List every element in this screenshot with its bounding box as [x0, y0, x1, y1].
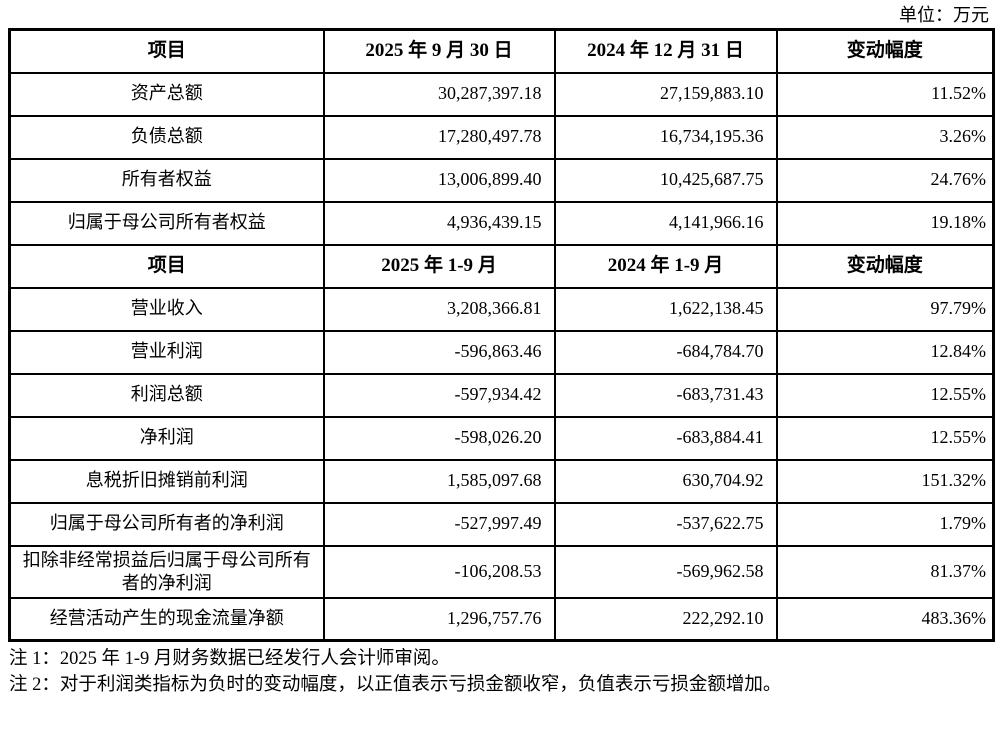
note-1: 注 1：2025 年 1-9 月财务数据已经发行人会计师审阅。 [9, 649, 450, 670]
row-item-label: 资产总额 [8, 71, 325, 117]
table-row: 利润总额 -597,934.42 -683,731.43 12.55% [8, 372, 995, 418]
balance-header-change: 变动幅度 [775, 28, 995, 74]
income-header-change: 变动幅度 [775, 243, 995, 289]
row-value-current: 4,936,439.15 [322, 200, 556, 246]
table-row: 负债总额 17,280,497.78 16,734,195.36 3.26% [8, 114, 995, 160]
unit-label: 单位：万元 [899, 5, 989, 25]
row-value-current: 1,585,097.68 [322, 458, 556, 504]
row-value-prior: -569,962.58 [553, 544, 778, 599]
row-change-pct: 483.36% [775, 596, 995, 642]
row-change-pct: 12.55% [775, 415, 995, 461]
row-change-pct: 11.52% [775, 71, 995, 117]
row-value-current: 1,296,757.76 [322, 596, 556, 642]
row-value-current: -598,026.20 [322, 415, 556, 461]
row-value-current: 30,287,397.18 [322, 71, 556, 117]
balance-header-item: 项目 [8, 28, 325, 74]
table-row: 归属于母公司所有者的净利润 -527,997.49 -537,622.75 1.… [8, 501, 995, 547]
row-change-pct: 24.76% [775, 157, 995, 203]
table-row: 归属于母公司所有者权益 4,936,439.15 4,141,966.16 19… [8, 200, 995, 246]
income-header-period-current: 2025 年 1-9 月 [322, 243, 556, 289]
row-value-prior: 630,704.92 [553, 458, 778, 504]
row-item-label: 负债总额 [8, 114, 325, 160]
row-item-label: 扣除非经常损益后归属于母公司所有者的净利润 [8, 544, 325, 599]
row-change-pct: 151.32% [775, 458, 995, 504]
income-header-period-prior: 2024 年 1-9 月 [553, 243, 778, 289]
row-change-pct: 1.79% [775, 501, 995, 547]
row-change-pct: 12.55% [775, 372, 995, 418]
row-value-prior: -683,884.41 [553, 415, 778, 461]
balance-header-row: 项目 2025 年 9 月 30 日 2024 年 12 月 31 日 变动幅度 [8, 28, 995, 74]
note-2: 注 2：对于利润类指标为负时的变动幅度，以正值表示亏损金额收窄，负值表示亏损金额… [9, 675, 782, 696]
row-value-prior: 10,425,687.75 [553, 157, 778, 203]
balance-header-date-prior: 2024 年 12 月 31 日 [553, 28, 778, 74]
row-value-prior: 4,141,966.16 [553, 200, 778, 246]
row-item-label: 所有者权益 [8, 157, 325, 203]
table-row: 扣除非经常损益后归属于母公司所有者的净利润 -106,208.53 -569,9… [8, 544, 995, 599]
row-value-prior: 16,734,195.36 [553, 114, 778, 160]
row-value-current: -596,863.46 [322, 329, 556, 375]
financial-summary-table: 项目 2025 年 9 月 30 日 2024 年 12 月 31 日 变动幅度… [8, 28, 995, 643]
table-row: 净利润 -598,026.20 -683,884.41 12.55% [8, 415, 995, 461]
table-row: 所有者权益 13,006,899.40 10,425,687.75 24.76% [8, 157, 995, 203]
table-row: 经营活动产生的现金流量净额 1,296,757.76 222,292.10 48… [8, 596, 995, 642]
row-change-pct: 12.84% [775, 329, 995, 375]
row-change-pct: 19.18% [775, 200, 995, 246]
row-change-pct: 97.79% [775, 286, 995, 332]
row-value-current: 3,208,366.81 [322, 286, 556, 332]
footnotes: 注 1：2025 年 1-9 月财务数据已经发行人会计师审阅。 注 2：对于利润… [8, 646, 992, 698]
row-item-label: 归属于母公司所有者的净利润 [8, 501, 325, 547]
row-value-prior: -684,784.70 [553, 329, 778, 375]
row-change-pct: 81.37% [775, 544, 995, 599]
table-row: 资产总额 30,287,397.18 27,159,883.10 11.52% [8, 71, 995, 117]
table-row: 营业收入 3,208,366.81 1,622,138.45 97.79% [8, 286, 995, 332]
row-value-prior: 222,292.10 [553, 596, 778, 642]
row-value-current: -106,208.53 [322, 544, 556, 599]
row-item-label: 经营活动产生的现金流量净额 [8, 596, 325, 642]
table-row: 息税折旧摊销前利润 1,585,097.68 630,704.92 151.32… [8, 458, 995, 504]
balance-header-date-current: 2025 年 9 月 30 日 [322, 28, 556, 74]
row-value-prior: -683,731.43 [553, 372, 778, 418]
table-row: 营业利润 -596,863.46 -684,784.70 12.84% [8, 329, 995, 375]
row-value-prior: 27,159,883.10 [553, 71, 778, 117]
row-value-prior: 1,622,138.45 [553, 286, 778, 332]
row-item-label: 净利润 [8, 415, 325, 461]
row-item-label: 利润总额 [8, 372, 325, 418]
row-item-label: 营业收入 [8, 286, 325, 332]
row-value-prior: -537,622.75 [553, 501, 778, 547]
row-item-label: 营业利润 [8, 329, 325, 375]
row-item-label: 归属于母公司所有者权益 [8, 200, 325, 246]
financial-summary-page: 单位：万元 项目 2025 年 9 月 30 日 2024 年 12 月 31 … [8, 5, 995, 698]
row-value-current: 13,006,899.40 [322, 157, 556, 203]
income-header-row: 项目 2025 年 1-9 月 2024 年 1-9 月 变动幅度 [8, 243, 995, 289]
income-header-item: 项目 [8, 243, 325, 289]
row-value-current: 17,280,497.78 [322, 114, 556, 160]
row-change-pct: 3.26% [775, 114, 995, 160]
row-value-current: -597,934.42 [322, 372, 556, 418]
row-item-label: 息税折旧摊销前利润 [8, 458, 325, 504]
row-value-current: -527,997.49 [322, 501, 556, 547]
